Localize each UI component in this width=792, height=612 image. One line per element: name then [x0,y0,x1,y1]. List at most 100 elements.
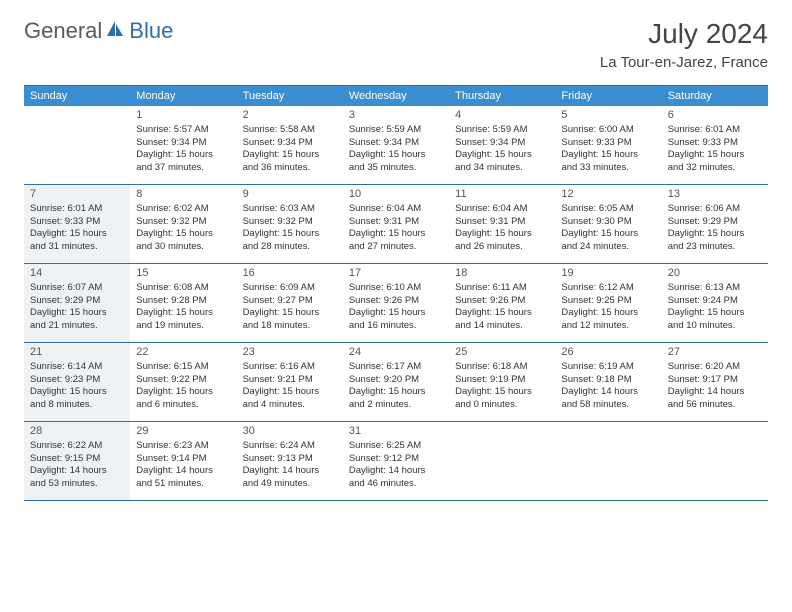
sunrise-text: Sunrise: 6:04 AM [349,203,443,216]
weekday-header-row: SundayMondayTuesdayWednesdayThursdayFrid… [24,86,768,106]
weekday-header: Wednesday [343,86,449,106]
sunset-text: Sunset: 9:13 PM [243,453,337,466]
day-number: 14 [30,266,124,281]
daylight-text: Daylight: 15 hours and 14 minutes. [455,307,549,333]
day-cell: 20Sunrise: 6:13 AMSunset: 9:24 PMDayligh… [662,264,768,342]
daylight-text: Daylight: 15 hours and 2 minutes. [349,386,443,412]
day-cell: 9Sunrise: 6:03 AMSunset: 9:32 PMDaylight… [237,185,343,263]
day-number: 9 [243,187,337,202]
day-cell: 4Sunrise: 5:59 AMSunset: 9:34 PMDaylight… [449,106,555,184]
day-cell: 23Sunrise: 6:16 AMSunset: 9:21 PMDayligh… [237,343,343,421]
daylight-text: Daylight: 15 hours and 24 minutes. [561,228,655,254]
day-cell: 25Sunrise: 6:18 AMSunset: 9:19 PMDayligh… [449,343,555,421]
daylight-text: Daylight: 14 hours and 53 minutes. [30,465,124,491]
day-cell [555,422,661,500]
day-cell: 3Sunrise: 5:59 AMSunset: 9:34 PMDaylight… [343,106,449,184]
sunset-text: Sunset: 9:18 PM [561,374,655,387]
day-number: 25 [455,345,549,360]
day-number: 22 [136,345,230,360]
day-number: 31 [349,424,443,439]
daylight-text: Daylight: 15 hours and 23 minutes. [668,228,762,254]
day-number: 4 [455,108,549,123]
daylight-text: Daylight: 15 hours and 33 minutes. [561,149,655,175]
sunrise-text: Sunrise: 6:18 AM [455,361,549,374]
day-cell: 14Sunrise: 6:07 AMSunset: 9:29 PMDayligh… [24,264,130,342]
weeks-container: 1Sunrise: 5:57 AMSunset: 9:34 PMDaylight… [24,106,768,501]
sunset-text: Sunset: 9:31 PM [455,216,549,229]
day-cell: 5Sunrise: 6:00 AMSunset: 9:33 PMDaylight… [555,106,661,184]
day-number: 20 [668,266,762,281]
daylight-text: Daylight: 15 hours and 10 minutes. [668,307,762,333]
sunrise-text: Sunrise: 6:08 AM [136,282,230,295]
day-number: 24 [349,345,443,360]
day-number: 2 [243,108,337,123]
day-cell: 6Sunrise: 6:01 AMSunset: 9:33 PMDaylight… [662,106,768,184]
sunset-text: Sunset: 9:31 PM [349,216,443,229]
sunset-text: Sunset: 9:22 PM [136,374,230,387]
daylight-text: Daylight: 15 hours and 36 minutes. [243,149,337,175]
day-number: 28 [30,424,124,439]
day-cell [449,422,555,500]
week-row: 7Sunrise: 6:01 AMSunset: 9:33 PMDaylight… [24,185,768,264]
weekday-header: Tuesday [237,86,343,106]
weekday-header: Sunday [24,86,130,106]
daylight-text: Daylight: 15 hours and 37 minutes. [136,149,230,175]
sunrise-text: Sunrise: 6:16 AM [243,361,337,374]
day-cell: 16Sunrise: 6:09 AMSunset: 9:27 PMDayligh… [237,264,343,342]
daylight-text: Daylight: 14 hours and 49 minutes. [243,465,337,491]
day-cell [24,106,130,184]
sunrise-text: Sunrise: 6:24 AM [243,440,337,453]
sunrise-text: Sunrise: 6:09 AM [243,282,337,295]
daylight-text: Daylight: 15 hours and 18 minutes. [243,307,337,333]
weekday-header: Friday [555,86,661,106]
sunset-text: Sunset: 9:33 PM [30,216,124,229]
sunrise-text: Sunrise: 5:59 AM [455,124,549,137]
day-cell: 19Sunrise: 6:12 AMSunset: 9:25 PMDayligh… [555,264,661,342]
day-cell: 7Sunrise: 6:01 AMSunset: 9:33 PMDaylight… [24,185,130,263]
day-number: 29 [136,424,230,439]
daylight-text: Daylight: 15 hours and 28 minutes. [243,228,337,254]
daylight-text: Daylight: 14 hours and 46 minutes. [349,465,443,491]
day-cell: 12Sunrise: 6:05 AMSunset: 9:30 PMDayligh… [555,185,661,263]
daylight-text: Daylight: 15 hours and 0 minutes. [455,386,549,412]
sunset-text: Sunset: 9:12 PM [349,453,443,466]
sunrise-text: Sunrise: 5:58 AM [243,124,337,137]
day-cell: 29Sunrise: 6:23 AMSunset: 9:14 PMDayligh… [130,422,236,500]
day-number: 27 [668,345,762,360]
sunrise-text: Sunrise: 6:12 AM [561,282,655,295]
day-cell: 10Sunrise: 6:04 AMSunset: 9:31 PMDayligh… [343,185,449,263]
sunrise-text: Sunrise: 6:13 AM [668,282,762,295]
sunset-text: Sunset: 9:17 PM [668,374,762,387]
day-cell: 18Sunrise: 6:11 AMSunset: 9:26 PMDayligh… [449,264,555,342]
day-number: 23 [243,345,337,360]
daylight-text: Daylight: 15 hours and 32 minutes. [668,149,762,175]
day-number: 30 [243,424,337,439]
sunset-text: Sunset: 9:20 PM [349,374,443,387]
weekday-header: Monday [130,86,236,106]
sunset-text: Sunset: 9:32 PM [136,216,230,229]
sunset-text: Sunset: 9:27 PM [243,295,337,308]
sunrise-text: Sunrise: 6:06 AM [668,203,762,216]
day-cell: 11Sunrise: 6:04 AMSunset: 9:31 PMDayligh… [449,185,555,263]
day-cell [662,422,768,500]
daylight-text: Daylight: 15 hours and 19 minutes. [136,307,230,333]
day-cell: 13Sunrise: 6:06 AMSunset: 9:29 PMDayligh… [662,185,768,263]
sunset-text: Sunset: 9:23 PM [30,374,124,387]
sunrise-text: Sunrise: 6:20 AM [668,361,762,374]
daylight-text: Daylight: 15 hours and 12 minutes. [561,307,655,333]
sunrise-text: Sunrise: 5:57 AM [136,124,230,137]
sunrise-text: Sunrise: 6:11 AM [455,282,549,295]
day-cell: 17Sunrise: 6:10 AMSunset: 9:26 PMDayligh… [343,264,449,342]
sunset-text: Sunset: 9:26 PM [455,295,549,308]
day-number: 7 [30,187,124,202]
calendar: SundayMondayTuesdayWednesdayThursdayFrid… [24,85,768,501]
header: General Blue July 2024 La Tour-en-Jarez,… [0,0,792,79]
week-row: 21Sunrise: 6:14 AMSunset: 9:23 PMDayligh… [24,343,768,422]
sunset-text: Sunset: 9:14 PM [136,453,230,466]
sunrise-text: Sunrise: 6:07 AM [30,282,124,295]
daylight-text: Daylight: 15 hours and 16 minutes. [349,307,443,333]
daylight-text: Daylight: 15 hours and 31 minutes. [30,228,124,254]
daylight-text: Daylight: 15 hours and 6 minutes. [136,386,230,412]
sunrise-text: Sunrise: 6:15 AM [136,361,230,374]
daylight-text: Daylight: 15 hours and 21 minutes. [30,307,124,333]
